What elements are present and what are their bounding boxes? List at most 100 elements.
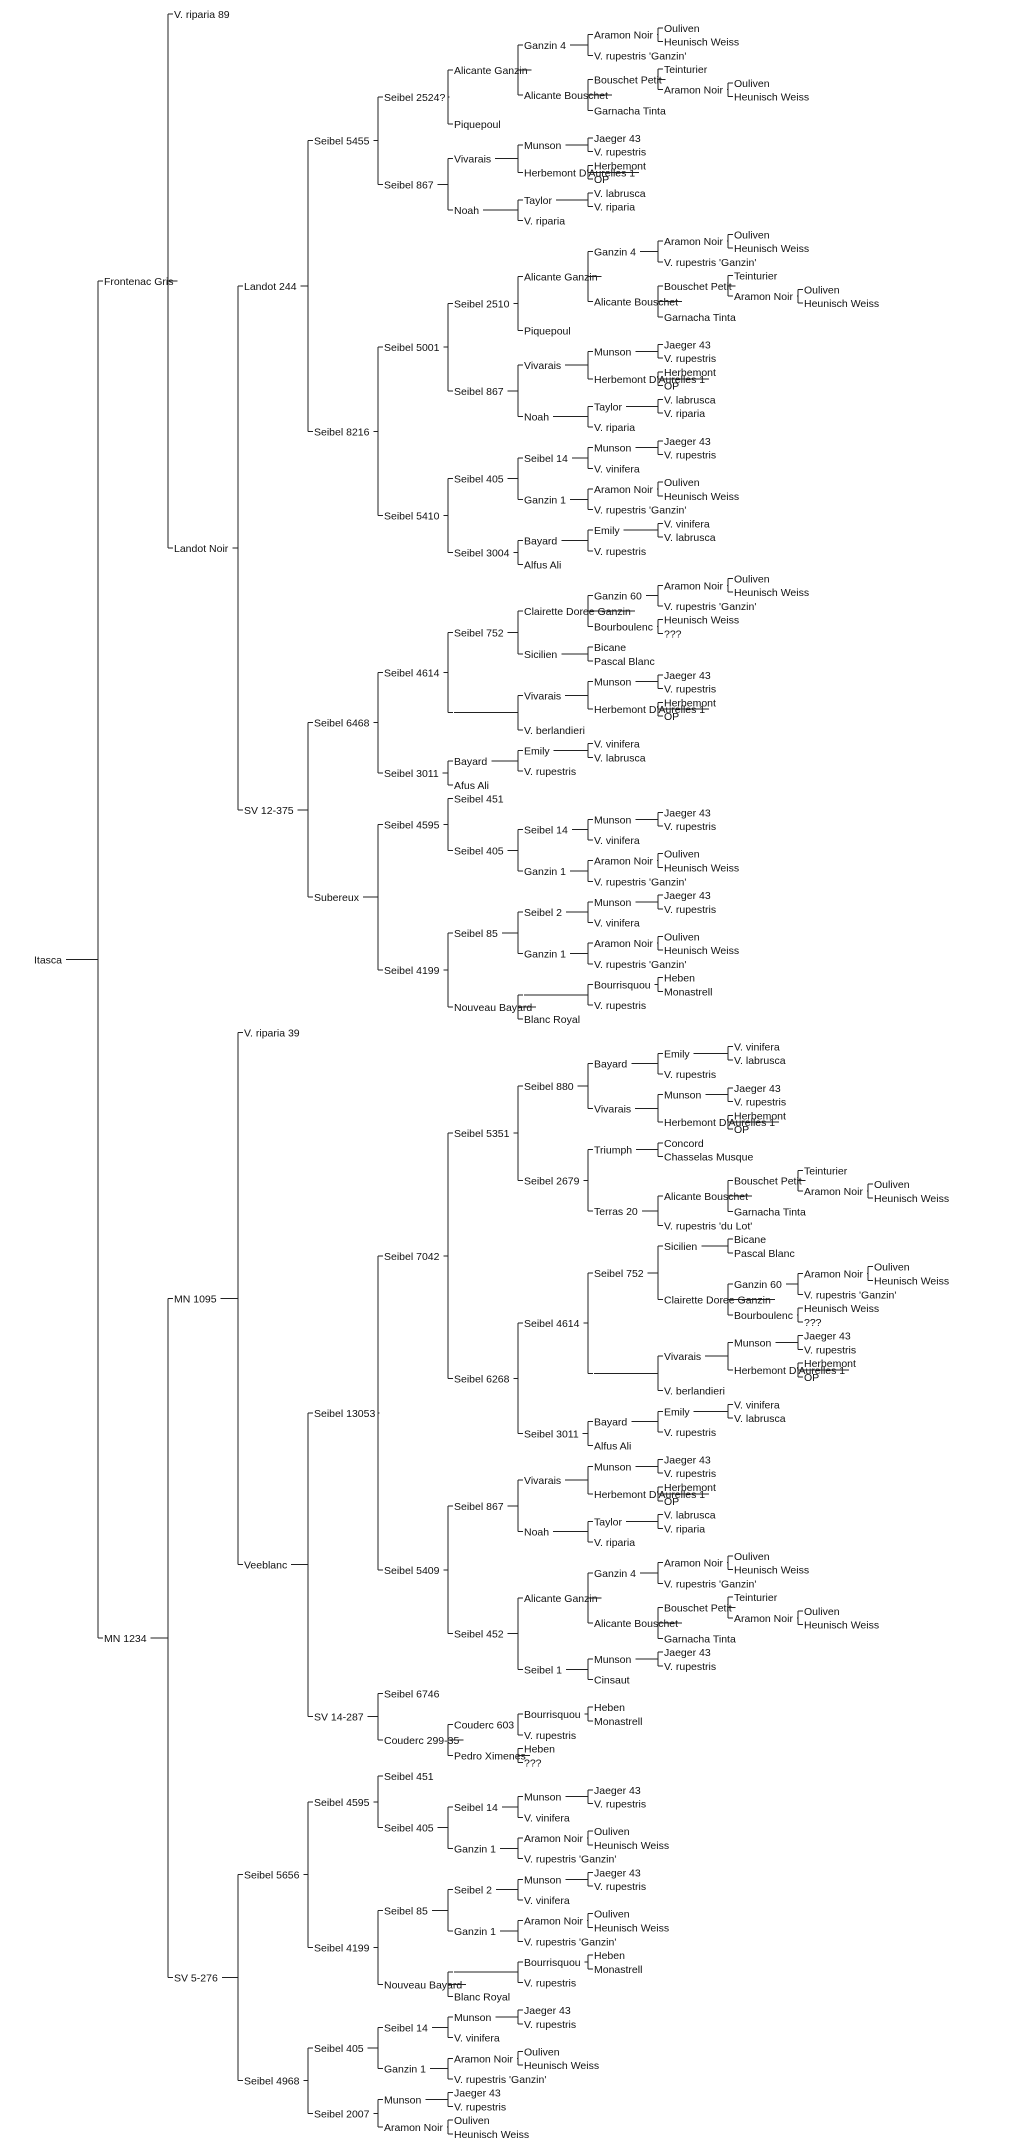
node-seibel-2510: Seibel 2510 xyxy=(454,275,523,332)
node-bourrisquou: Bourrisquou xyxy=(594,977,663,992)
node-seibel-14: Seibel 14 xyxy=(384,2016,453,2039)
variety-label: Ganzin 1 xyxy=(524,866,566,878)
variety-label: Alicante Ganzin xyxy=(524,1593,598,1605)
node-ganzin-4: Ganzin 4 xyxy=(594,1562,663,1584)
variety-label: Seibel 5351 xyxy=(454,1128,510,1140)
node-v-rupestris-du-lot: V. rupestris 'du Lot' xyxy=(664,1220,752,1232)
variety-label: V. labrusca xyxy=(594,188,646,200)
connector-line xyxy=(454,694,523,731)
connector-line xyxy=(586,1913,593,1929)
node-ouliven: Ouliven xyxy=(664,477,700,489)
variety-label: Seibel 2510 xyxy=(454,299,510,311)
variety-label: Munson xyxy=(524,140,562,152)
node-heunisch-weiss: Heunisch Weiss xyxy=(454,2129,529,2141)
variety-label: V. rupestris xyxy=(664,684,716,696)
variety-label: Seibel 6268 xyxy=(454,1373,510,1385)
connector-line xyxy=(500,1920,523,1942)
node-seibel-4614: Seibel 4614 xyxy=(524,1272,593,1374)
node-v-labrusca: V. labrusca xyxy=(594,188,646,200)
node-heben: Heben xyxy=(594,1950,625,1962)
variety-label: Landot Noir xyxy=(174,543,229,555)
node-blanc-royal: Blanc Royal xyxy=(524,1014,580,1026)
node-munson: Munson xyxy=(734,1335,803,1350)
node-junction xyxy=(594,1355,663,1392)
variety-label: Nouveau Bayard xyxy=(384,1979,462,1991)
connector-line xyxy=(583,1149,593,1212)
variety-label: Seibel 2 xyxy=(524,907,562,919)
variety-label: OP xyxy=(804,1372,819,1384)
variety-label: Seibel 3011 xyxy=(524,1429,579,1441)
variety-label: V. labrusca xyxy=(664,1510,716,1522)
connector-line xyxy=(362,823,383,971)
connector-line xyxy=(367,1692,383,1741)
variety-label: V. riparia xyxy=(594,1537,635,1549)
node-herbemont-daurelles-1: Herbemont D'Aurelles 1 xyxy=(524,164,640,180)
node-bourboulenc: Bourboulenc xyxy=(734,1307,803,1323)
connector-line xyxy=(430,2057,453,2080)
node-ouliven: Ouliven xyxy=(454,2115,490,2127)
variety-label: Terras 20 xyxy=(594,1206,638,1218)
node-v-rupestris: V. rupestris xyxy=(664,450,716,462)
node-emily: Emily xyxy=(664,1045,733,1061)
node-seibel-7042: Seibel 7042 xyxy=(384,1132,453,1379)
connector-line xyxy=(705,1087,733,1103)
variety-label: SV 5-276 xyxy=(174,1973,218,1985)
node-pascal-blanc: Pascal Blanc xyxy=(734,1248,795,1260)
connector-line xyxy=(656,27,663,43)
connector-line xyxy=(491,749,523,772)
node-seibel-867: Seibel 867 xyxy=(454,364,523,418)
connector-line xyxy=(577,1063,593,1109)
node-triumph: Triumph xyxy=(594,1142,663,1158)
connector-line xyxy=(657,371,710,387)
node-v-rupestris-ganzin: V. rupestris 'Ganzin' xyxy=(594,50,686,62)
variety-label: Ganzin 1 xyxy=(524,494,566,506)
node-junction xyxy=(524,984,593,1006)
variety-label: Seibel 5409 xyxy=(384,1565,440,1577)
node-ouliven: Ouliven xyxy=(804,1606,840,1618)
node-nouveau-bayard: Nouveau Bayard xyxy=(384,1971,467,1997)
variety-label: Emily xyxy=(664,1406,690,1418)
connector-line xyxy=(587,250,602,302)
node-jaeger-43: Jaeger 43 xyxy=(594,1785,641,1797)
node-aramon-noir: Aramon Noir xyxy=(664,577,733,593)
variety-label: V. riparia xyxy=(664,1523,705,1535)
connector-line xyxy=(150,1298,173,1979)
variety-label: Jaeger 43 xyxy=(734,1083,781,1095)
node-heunisch-weiss: Heunisch Weiss xyxy=(664,491,739,503)
variety-label: Jaeger 43 xyxy=(664,339,711,351)
variety-label: Bourrisquou xyxy=(524,1957,581,1969)
variety-label: Munson xyxy=(594,346,632,358)
node-jaeger-43: Jaeger 43 xyxy=(664,807,711,819)
node-alicante-ganzin: Alicante Ganzin xyxy=(524,250,602,302)
variety-label: Jaeger 43 xyxy=(594,1867,641,1879)
node-seibel-4199: Seibel 4199 xyxy=(384,932,453,1008)
node-seibel-5455: Seibel 5455 xyxy=(314,96,383,185)
node-ganzin-1: Ganzin 1 xyxy=(524,488,593,511)
node-sicilien: Sicilien xyxy=(524,646,593,662)
variety-label: Sicilien xyxy=(524,649,557,661)
node-taylor: Taylor xyxy=(594,1514,663,1529)
variety-label: Garnacha Tinta xyxy=(594,105,666,117)
variety-label: Heunisch Weiss xyxy=(734,1565,809,1577)
node-aramon-noir: Aramon Noir xyxy=(594,481,663,497)
node-ganzin-1: Ganzin 1 xyxy=(454,1837,523,1860)
variety-label: Heunisch Weiss xyxy=(874,1193,949,1205)
variety-label: Seibel 4968 xyxy=(244,2076,300,2088)
variety-label: Seibel 452 xyxy=(454,1629,504,1641)
node-v-vinifera: V. vinifera xyxy=(734,1399,780,1411)
variety-label: V. vinifera xyxy=(594,463,640,475)
node-munson: Munson xyxy=(594,674,663,690)
connector-line xyxy=(167,13,178,549)
connector-line xyxy=(657,701,710,717)
node-v-vinifera: V. vinifera xyxy=(594,739,640,751)
connector-line xyxy=(565,1658,593,1681)
node-cinsaut: Cinsaut xyxy=(594,1675,630,1687)
node-v-riparia-89: V. riparia 89 xyxy=(174,9,230,21)
node-aramon-noir: Aramon Noir xyxy=(594,935,663,951)
variety-label: Ouliven xyxy=(804,284,840,296)
node-garnacha-tinta: Garnacha Tinta xyxy=(734,1207,806,1219)
node-herbemont: Herbemont xyxy=(804,1358,856,1370)
node-couderc-603: Couderc 603 xyxy=(454,1713,523,1736)
node-jaeger-43: Jaeger 43 xyxy=(804,1331,851,1343)
